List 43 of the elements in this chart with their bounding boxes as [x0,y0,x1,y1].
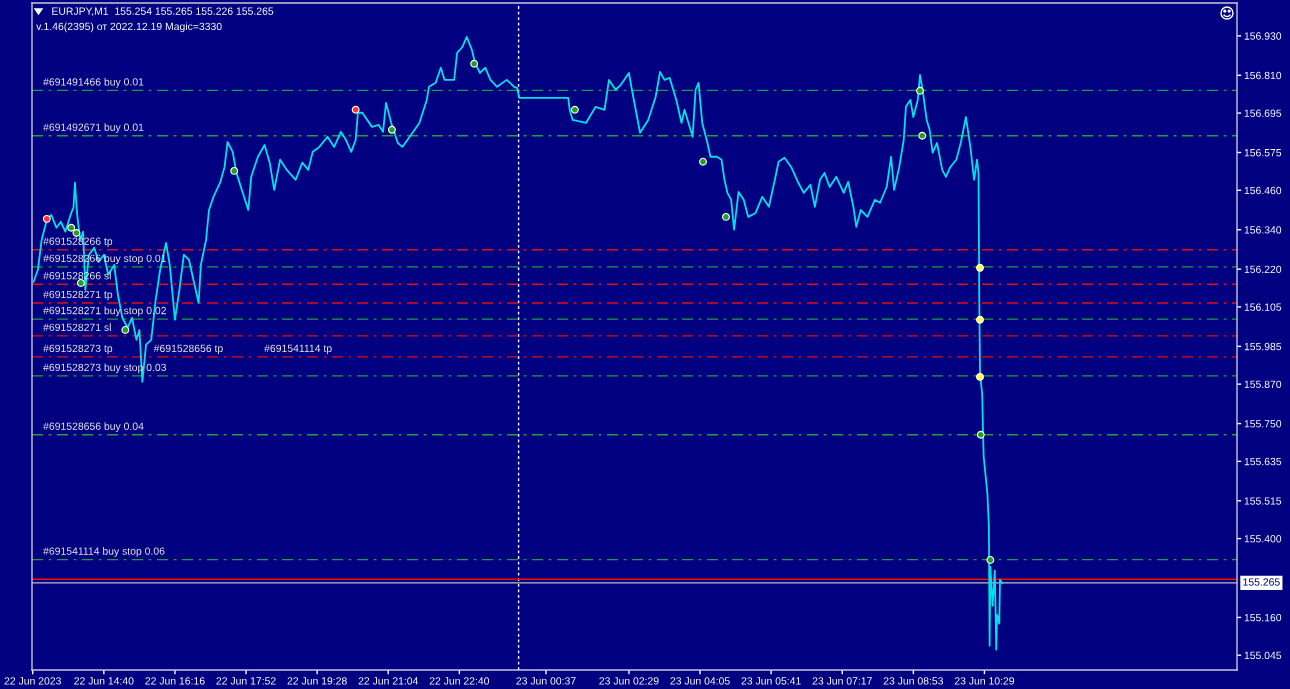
x-tick-label: 23 Jun 00:37 [516,677,576,685]
y-tick-label: 156.575 [1244,149,1282,157]
ref-line-label: #691528271 sl [43,323,111,332]
x-tick-label: 23 Jun 07:17 [812,677,872,685]
ref-line-label: #691528273 tp [43,344,113,355]
y-tick-label: 155.870 [1244,380,1282,389]
ref-line-label: #691492671 buy 0.01 [43,123,144,133]
y-tick-label: 155.160 [1244,613,1282,622]
x-tick-label: 22 Jun 17:52 [216,677,276,685]
ref-line-label: #691541114 buy stop 0.06 [43,547,165,557]
y-tick-label: 155.750 [1244,420,1282,428]
x-tick-label: 22 Jun 19:28 [287,677,347,685]
annotation: #691541114 tp [264,344,332,355]
y-tick-label: 156.810 [1244,71,1282,80]
y-tick-label: 156.220 [1244,265,1282,274]
chart-title: EURJPY,M1 155.254 155.265 155.226 155.265 [52,7,274,17]
y-tick-label: 155.045 [1244,651,1282,660]
line-series [32,35,1004,651]
y-tick-label: 156.695 [1244,109,1282,117]
ref-line-label: #691528656 buy 0.04 [43,422,144,432]
y-tick-label: 156.105 [1244,303,1282,311]
y-tick-label: 155.515 [1244,497,1282,505]
x-tick-label: 22 Jun 22:40 [429,677,490,685]
x-tick-label: 22 Jun 16:16 [145,677,205,685]
ref-line-label: 155.265 [1243,578,1280,586]
ref-line-label: #691491466 buy 0.01 [43,77,144,88]
annotation: #691528656 tp [153,344,223,355]
y-tick-label: 155.985 [1244,342,1282,351]
x-tick-label: 23 Jun 04:05 [670,677,730,685]
y-tick-label: 155.635 [1244,457,1282,466]
x-tick-label: 23 Jun 08:53 [883,677,944,685]
x-tick-label: 23 Jun 02:29 [599,677,659,685]
x-tick-label: 22 Jun 14:40 [74,677,134,685]
x-tick-label: 23 Jun 10:29 [954,677,1015,685]
x-tick-label: 22 Jun 21:04 [358,677,419,685]
y-tick-label: 155.400 [1244,535,1282,543]
text: v.1.46(2395) от 2022.12.19 Magic=3330 [36,22,222,33]
x-tick-label: 22 Jun 2023 [4,677,61,685]
y-tick-label: 156.930 [1244,32,1282,40]
y-tick-label: 156.460 [1244,186,1282,195]
ref-line-label: #691528271 tp [43,290,113,301]
x-tick-label: 23 Jun 05:41 [741,677,801,685]
y-tick-label: 156.340 [1244,226,1282,234]
